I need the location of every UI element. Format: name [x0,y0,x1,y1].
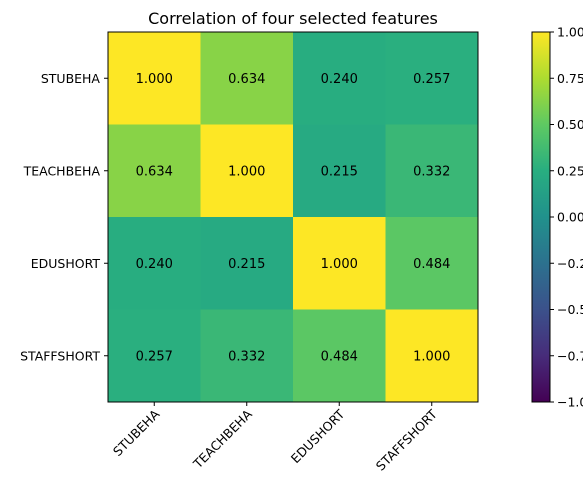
heatmap-cell [293,124,386,218]
cell-value-label: 0.240 [136,257,173,272]
cell-value-label: 1.000 [228,164,265,179]
x-axis: STUBEHA TEACHBEHA EDUSHORT STAFFSHORT [110,402,440,474]
cell-value-label: 0.634 [136,164,173,179]
heatmap-cells [108,32,479,403]
cell-labels: 1.000 0.634 0.240 0.257 0.634 1.000 0.215 0.332… [136,72,451,365]
colorbar-tick-label: 0.50 [557,117,583,132]
heatmap-cell [385,32,479,125]
x-tick-label: STUBEHA [110,406,163,459]
cell-value-label: 0.634 [228,72,265,87]
cell-value-label: 0.257 [413,72,450,87]
cell-value-label: 0.215 [321,164,358,179]
chart-title: Correlation of four selected features [148,9,438,28]
colorbar-tick-label: −0.50 [557,302,583,317]
colorbar-tick-label: 0.25 [557,163,583,178]
heatmap-cell [293,32,386,125]
colorbar-tick-label: −0.75 [557,348,583,363]
heatmap-cell [200,124,294,218]
cell-value-label: 0.332 [228,349,265,364]
cell-value-label: 0.484 [413,257,450,272]
cell-value-label: 0.332 [413,164,450,179]
heatmap-cell [108,124,201,218]
x-tick-label: TEACHBEHA [190,406,256,472]
colorbar-tick-label: 0.00 [557,210,583,225]
y-tick-label: TEACHBEHA [23,163,101,178]
plot-frame [107,31,479,403]
colorbar-tick-label: −0.25 [557,256,583,271]
heatmap-cell [200,217,294,310]
x-tick-label: EDUSHORT [288,406,348,466]
heatmap-cell [108,32,201,125]
y-axis: STUBEHA TEACHBEHA EDUSHORT STAFFSHORT [20,71,108,363]
heatmap-cell [385,309,479,403]
cell-value-label: 0.215 [228,257,265,272]
heatmap-cell [293,309,386,403]
cell-value-label: 0.484 [321,349,358,364]
colorbar: 1.00 0.75 0.50 0.25 0.00 −0.25 −0.50 −0.75 −1.00 [531,25,583,410]
y-tick-label: STUBEHA [41,71,101,86]
heatmap-cell [200,309,294,403]
cell-value-label: 0.257 [136,349,173,364]
x-tick-label: STAFFSHORT [373,406,440,473]
colorbar-gradient [532,32,550,402]
y-tick-label: EDUSHORT [31,256,101,271]
heatmap-cell [293,217,386,310]
cell-value-label: 1.000 [413,349,450,364]
y-tick-label: STAFFSHORT [20,348,100,363]
heatmap-cell [108,217,201,310]
heatmap-cell [108,309,201,403]
colorbar-tick-label: 0.75 [557,71,583,86]
cell-value-label: 1.000 [136,72,173,87]
colorbar-tick-label: 1.00 [557,25,583,40]
heatmap-cell [385,217,479,310]
colorbar-tick-label: −1.00 [557,395,583,410]
cell-value-label: 1.000 [321,257,358,272]
heatmap-cell [200,32,294,125]
heatmap-cell [385,124,479,218]
cell-value-label: 0.240 [321,72,358,87]
